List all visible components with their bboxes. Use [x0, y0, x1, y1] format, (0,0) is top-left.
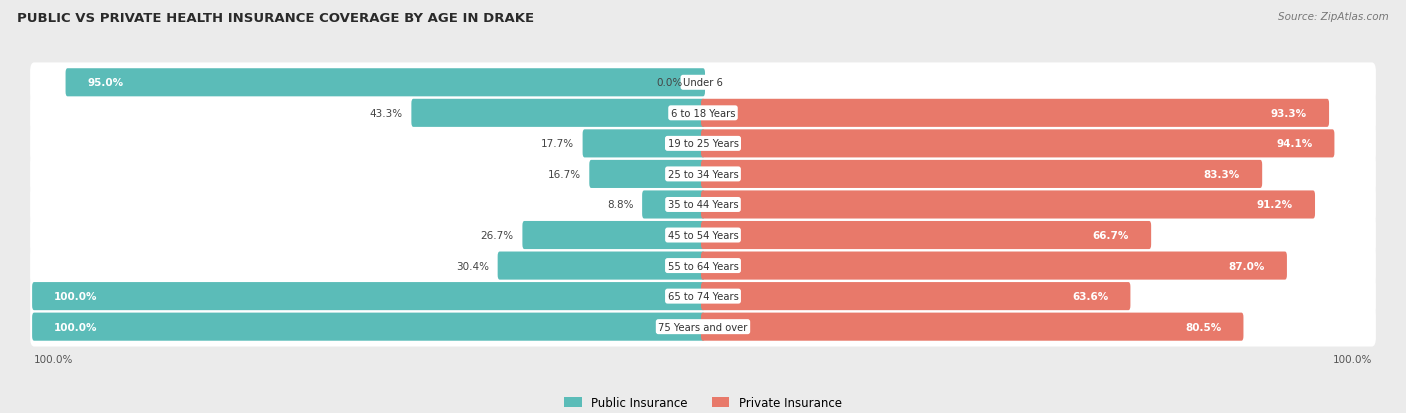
Text: 100.0%: 100.0%: [55, 322, 97, 332]
FancyBboxPatch shape: [30, 155, 1376, 194]
FancyBboxPatch shape: [30, 246, 1376, 286]
Text: 8.8%: 8.8%: [607, 200, 634, 210]
Text: Under 6: Under 6: [683, 78, 723, 88]
FancyBboxPatch shape: [32, 282, 704, 311]
FancyBboxPatch shape: [412, 100, 704, 128]
FancyBboxPatch shape: [702, 161, 1263, 188]
Text: 25 to 34 Years: 25 to 34 Years: [668, 169, 738, 180]
Text: 19 to 25 Years: 19 to 25 Years: [668, 139, 738, 149]
Text: 93.3%: 93.3%: [1271, 109, 1308, 119]
FancyBboxPatch shape: [30, 185, 1376, 225]
Text: 43.3%: 43.3%: [370, 109, 402, 119]
FancyBboxPatch shape: [643, 191, 704, 219]
FancyBboxPatch shape: [702, 282, 1130, 311]
Text: 100.0%: 100.0%: [34, 354, 73, 364]
Text: 0.0%: 0.0%: [657, 78, 683, 88]
Text: 55 to 64 Years: 55 to 64 Years: [668, 261, 738, 271]
Legend: Public Insurance, Private Insurance: Public Insurance, Private Insurance: [560, 392, 846, 413]
Text: Source: ZipAtlas.com: Source: ZipAtlas.com: [1278, 12, 1389, 22]
Text: 16.7%: 16.7%: [547, 169, 581, 180]
Text: 35 to 44 Years: 35 to 44 Years: [668, 200, 738, 210]
Text: 94.1%: 94.1%: [1277, 139, 1312, 149]
FancyBboxPatch shape: [498, 252, 704, 280]
Text: 91.2%: 91.2%: [1257, 200, 1294, 210]
Text: 63.6%: 63.6%: [1073, 292, 1108, 301]
Text: 66.7%: 66.7%: [1092, 230, 1129, 240]
FancyBboxPatch shape: [702, 100, 1329, 128]
FancyBboxPatch shape: [702, 130, 1334, 158]
FancyBboxPatch shape: [702, 221, 1152, 249]
Text: 100.0%: 100.0%: [1333, 354, 1372, 364]
FancyBboxPatch shape: [702, 191, 1315, 219]
FancyBboxPatch shape: [523, 221, 704, 249]
FancyBboxPatch shape: [66, 69, 704, 97]
Text: 95.0%: 95.0%: [87, 78, 124, 88]
FancyBboxPatch shape: [589, 161, 704, 188]
Text: PUBLIC VS PRIVATE HEALTH INSURANCE COVERAGE BY AGE IN DRAKE: PUBLIC VS PRIVATE HEALTH INSURANCE COVER…: [17, 12, 534, 25]
FancyBboxPatch shape: [702, 313, 1243, 341]
Text: 17.7%: 17.7%: [541, 139, 574, 149]
Text: 30.4%: 30.4%: [456, 261, 489, 271]
Text: 87.0%: 87.0%: [1229, 261, 1265, 271]
FancyBboxPatch shape: [30, 277, 1376, 316]
Text: 45 to 54 Years: 45 to 54 Years: [668, 230, 738, 240]
Text: 80.5%: 80.5%: [1185, 322, 1222, 332]
FancyBboxPatch shape: [30, 63, 1376, 103]
Text: 83.3%: 83.3%: [1204, 169, 1240, 180]
Text: 75 Years and over: 75 Years and over: [658, 322, 748, 332]
Text: 100.0%: 100.0%: [55, 292, 97, 301]
FancyBboxPatch shape: [32, 313, 704, 341]
Text: 26.7%: 26.7%: [481, 230, 513, 240]
FancyBboxPatch shape: [30, 307, 1376, 347]
FancyBboxPatch shape: [702, 252, 1286, 280]
Text: 65 to 74 Years: 65 to 74 Years: [668, 292, 738, 301]
FancyBboxPatch shape: [582, 130, 704, 158]
FancyBboxPatch shape: [30, 216, 1376, 255]
FancyBboxPatch shape: [30, 124, 1376, 164]
FancyBboxPatch shape: [30, 94, 1376, 133]
Text: 6 to 18 Years: 6 to 18 Years: [671, 109, 735, 119]
